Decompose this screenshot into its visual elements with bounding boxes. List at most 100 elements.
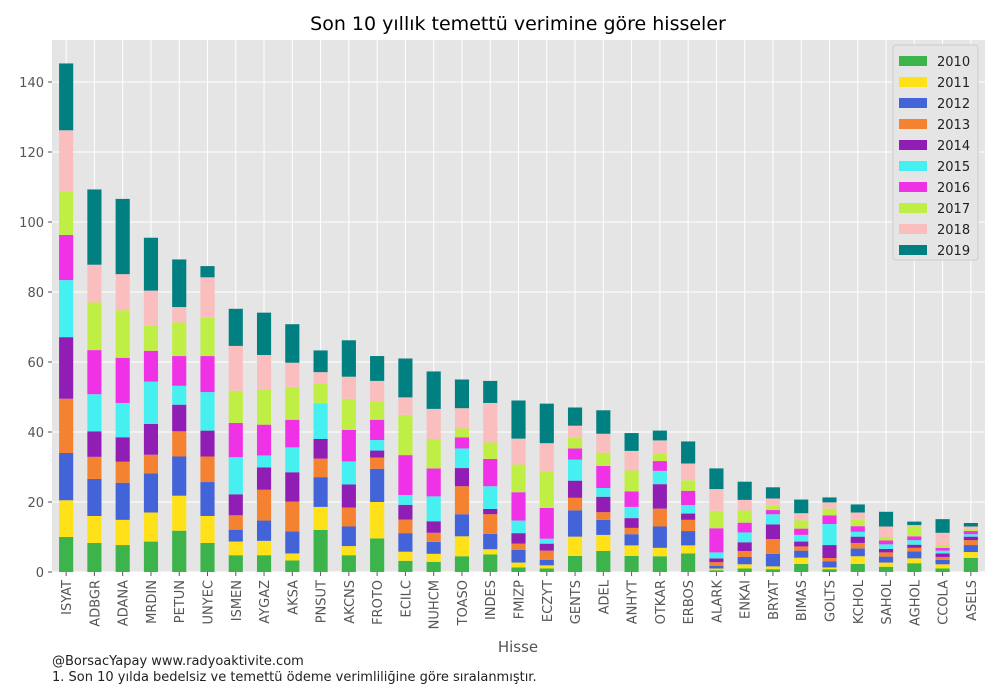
- bar-segment-ccola-2016: [935, 547, 950, 551]
- bar-segment-eczyt-2019: [539, 403, 554, 444]
- bar-segment-petun-2016: [172, 356, 187, 386]
- bar-segment-adana-2013: [115, 461, 130, 483]
- legend-swatch-2013: [899, 119, 927, 129]
- bar-segment-froto-2012: [370, 468, 385, 502]
- bar-segment-isyat-2019: [59, 63, 74, 131]
- bar-segment-aksa-2010: [285, 560, 300, 572]
- bar-segment-bryat-2011: [765, 566, 781, 570]
- bar-segment-aghol-2011: [907, 558, 922, 564]
- bar-segment-aksa-2012: [285, 531, 300, 554]
- bar-segment-unyec-2013: [200, 456, 215, 483]
- bar-segment-eczyt-2016: [539, 507, 554, 539]
- bar-segment-sahol-2013: [878, 552, 894, 557]
- bar-segment-mrdin-2013: [143, 454, 159, 474]
- bar-segment-asels-2017: [963, 528, 978, 532]
- bar-segment-adana-2018: [115, 274, 130, 311]
- bar-segment-asels-2012: [963, 545, 978, 553]
- bar-segment-froto-2013: [370, 457, 385, 469]
- bar-segment-gents-2015: [567, 459, 583, 481]
- bar-segment-nuhcm-2015: [426, 496, 441, 522]
- bar-segment-eczyt-2014: [539, 543, 554, 551]
- bar-segment-enkai-2015: [737, 532, 752, 543]
- bar-segment-golts-2013: [822, 558, 837, 562]
- bar-segment-anhyt-2012: [624, 534, 639, 546]
- bar-segment-ccola-2012: [935, 559, 950, 565]
- bar-segment-indes-2012: [483, 533, 498, 550]
- bar-segment-toaso-2013: [454, 486, 470, 515]
- bar-segment-aygaz-2017: [256, 388, 272, 425]
- x-tick-label-aksa: AKSA: [286, 580, 301, 615]
- bar-segment-froto-2011: [370, 502, 385, 539]
- bar-segment-toaso-2015: [454, 448, 470, 469]
- bar-segment-bryat-2019: [765, 487, 781, 499]
- bar-segment-aghol-2019: [907, 521, 922, 526]
- bar-segment-kchol-2016: [850, 526, 865, 532]
- x-tick-label-froto: FROTO: [371, 580, 386, 625]
- bar-segment-unyec-2015: [200, 392, 215, 431]
- bar-segment-toaso-2017: [454, 428, 470, 438]
- bar-segment-mrdin-2014: [143, 423, 159, 455]
- bar-segment-erbos-2016: [681, 490, 696, 506]
- bar-segment-kchol-2019: [850, 504, 865, 513]
- bar-segment-pnsut-2015: [313, 403, 328, 439]
- legend-swatch-2015: [899, 161, 927, 171]
- bar-segment-aygaz-2012: [256, 520, 272, 541]
- bar-segment-anhyt-2018: [624, 450, 639, 471]
- bar-segment-mrdin-2015: [143, 381, 159, 424]
- legend-swatch-2010: [899, 56, 927, 66]
- bar-segment-bimas-2011: [794, 557, 809, 564]
- bar-segment-ismen-2010: [228, 555, 243, 572]
- bar-segment-nuhcm-2016: [426, 468, 441, 497]
- bar-segment-aghol-2016: [907, 536, 922, 541]
- bar-segment-eczyt-2017: [539, 471, 554, 508]
- bar-segment-ccola-2019: [935, 519, 950, 533]
- bar-segment-unyec-2017: [200, 317, 215, 357]
- bar-segment-kchol-2010: [850, 563, 865, 572]
- x-tick-label-kchol: KCHOL: [852, 579, 867, 624]
- bar-segment-gents-2014: [567, 480, 583, 498]
- bar-segment-ecilc-2018: [398, 397, 413, 415]
- bar-segment-aghol-2010: [907, 563, 922, 572]
- bar-segment-aksa-2013: [285, 501, 300, 532]
- legend-label-2016: 2016: [937, 181, 970, 196]
- bar-segment-ismen-2018: [228, 345, 243, 391]
- legend-label-2013: 2013: [937, 118, 970, 133]
- legend-swatch-2011: [899, 77, 927, 87]
- x-tick-label-sahol: SAHOL: [880, 579, 895, 624]
- bar-segment-sahol-2017: [878, 537, 894, 541]
- bar-segment-fmizp-2019: [511, 400, 526, 439]
- x-tick-label-isyat: ISYAT: [60, 580, 75, 615]
- bar-segment-adel-2011: [596, 534, 611, 551]
- bar-segment-ecilc-2015: [398, 495, 413, 505]
- bar-segment-fmizp-2018: [511, 438, 526, 465]
- bar-segment-asels-2015: [963, 534, 978, 537]
- bar-segment-adana-2017: [115, 310, 130, 358]
- bar-segment-bimas-2017: [794, 520, 809, 529]
- legend-label-2014: 2014: [937, 139, 970, 154]
- bar-segment-adel-2017: [596, 452, 611, 466]
- bar-segment-nuhcm-2014: [426, 521, 441, 533]
- bar-segment-toaso-2014: [454, 468, 470, 487]
- bar-segment-gents-2019: [567, 407, 583, 426]
- bar-segment-ccola-2013: [935, 556, 950, 560]
- bar-segment-akcns-2017: [341, 398, 356, 430]
- bar-segment-akcns-2015: [341, 461, 356, 485]
- bar-segment-petun-2013: [172, 431, 187, 457]
- bar-segment-nuhcm-2019: [426, 371, 441, 409]
- bar-segment-anhyt-2013: [624, 527, 639, 535]
- bar-segment-otkar-2012: [652, 526, 667, 548]
- legend-label-2011: 2011: [937, 76, 970, 91]
- y-tick-label: 0: [36, 566, 44, 581]
- bar-segment-indes-2015: [483, 486, 498, 509]
- bar-segment-aghol-2015: [907, 540, 922, 545]
- bar-segment-ecilc-2011: [398, 551, 413, 561]
- bar-segment-gents-2012: [567, 510, 583, 537]
- bar-segment-asels-2010: [963, 558, 978, 572]
- bar-segment-bimas-2012: [794, 550, 809, 558]
- x-tick-label-anhyt: ANHYT: [626, 580, 641, 624]
- bar-segment-fmizp-2013: [511, 543, 526, 550]
- bar-segment-bimas-2015: [794, 534, 809, 542]
- bar-segment-aygaz-2014: [256, 467, 272, 490]
- legend-swatch-2014: [899, 140, 927, 150]
- bar-segment-golts-2011: [822, 567, 837, 570]
